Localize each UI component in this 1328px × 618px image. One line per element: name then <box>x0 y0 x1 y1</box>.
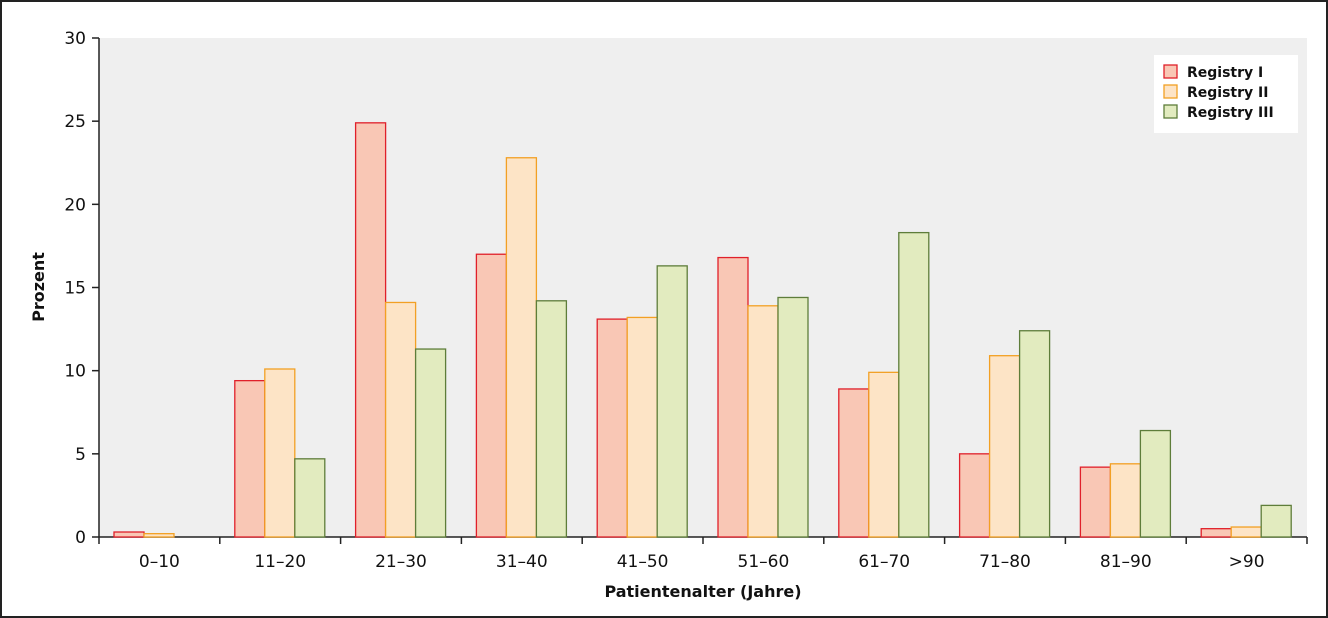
legend-swatch <box>1163 104 1178 119</box>
x-tick-label: 31–40 <box>496 552 548 572</box>
bar-registry-iii <box>535 300 568 538</box>
bar-registry-ii <box>626 316 658 538</box>
x-tick-label: 61–70 <box>858 552 910 572</box>
plot-background <box>99 38 1307 537</box>
bar-registry-i <box>1079 466 1112 538</box>
bar-registry-i <box>1200 528 1232 538</box>
bar-registry-ii <box>505 157 538 538</box>
legend-swatch <box>1163 84 1178 99</box>
y-tick-label: 25 <box>64 112 86 132</box>
bar-registry-i <box>958 453 991 538</box>
bar-registry-ii <box>1230 526 1262 538</box>
x-tick-label: 0–10 <box>139 552 180 572</box>
bar-registry-ii <box>1109 463 1142 538</box>
x-tick-label: 51–60 <box>738 552 790 572</box>
bars-group <box>113 122 1292 538</box>
y-tick-label: 5 <box>75 445 86 465</box>
bar-registry-i <box>596 318 628 538</box>
bar-registry-iii <box>414 348 447 538</box>
bar-registry-i <box>717 256 749 538</box>
bar-registry-ii <box>264 368 296 538</box>
bar-registry-i <box>354 122 387 538</box>
legend-box <box>1154 55 1298 133</box>
bar-registry-ii <box>747 305 779 538</box>
bar-registry-iii <box>1139 429 1172 538</box>
bar-registry-ii <box>868 371 900 538</box>
bar-registry-iii <box>294 458 326 538</box>
bar-registry-i <box>475 253 508 538</box>
legend: Registry I Registry II Registry III <box>1154 55 1298 133</box>
y-axis: 0 5 10 15 20 25 30 <box>64 29 100 548</box>
x-tick-label: 11–20 <box>254 552 306 572</box>
legend-label: Registry III <box>1187 105 1274 121</box>
x-axis-title: Patientenalter (Jahre) <box>604 582 801 601</box>
bar-registry-i <box>838 388 870 538</box>
x-tick-label: 71–80 <box>979 552 1031 572</box>
y-tick-label: 20 <box>64 195 86 215</box>
bar-registry-iii <box>1018 330 1051 538</box>
x-tick-label: 21–30 <box>375 552 427 572</box>
bar-registry-i <box>113 531 145 538</box>
y-tick-label: 15 <box>64 279 86 299</box>
y-tick-label: 10 <box>64 362 86 382</box>
bar-registry-ii <box>143 533 175 538</box>
bar-registry-iii <box>656 265 688 538</box>
y-tick-label: 0 <box>75 528 86 548</box>
legend-swatch <box>1163 64 1178 79</box>
x-tick-label: 81–90 <box>1100 552 1152 572</box>
bar-registry-ii <box>988 355 1021 538</box>
bar-registry-ii <box>384 301 417 538</box>
bar-registry-i <box>234 379 266 538</box>
bar-registry-iii <box>1260 504 1292 538</box>
legend-label: Registry I <box>1187 65 1263 81</box>
x-tick-label: 41–50 <box>617 552 669 572</box>
y-tick-label: 30 <box>64 29 86 49</box>
x-tick-label: >90 <box>1229 552 1265 572</box>
bar-registry-iii <box>898 231 930 538</box>
y-axis-title: Prozent <box>29 252 48 322</box>
legend-label: Registry II <box>1187 85 1268 101</box>
bar-registry-iii <box>777 296 809 538</box>
